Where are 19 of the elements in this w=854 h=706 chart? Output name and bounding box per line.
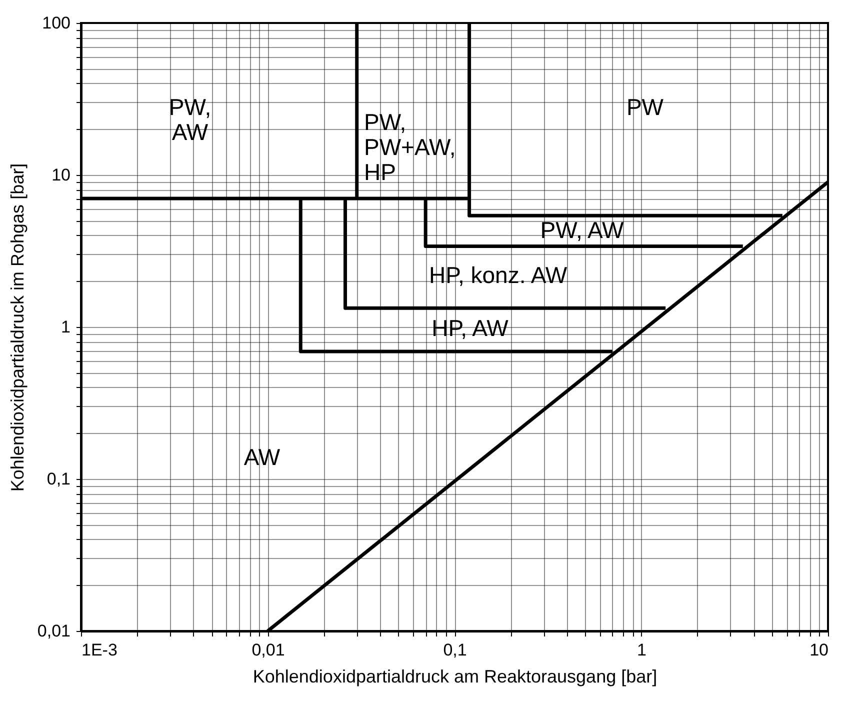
x-tick-label: 1E-3 [82, 640, 118, 660]
y-tick-label: 100 [42, 14, 70, 32]
x-tick-label: 10 [810, 640, 828, 660]
annotation: PW, AW [168, 94, 212, 145]
annotation: HP, konz. AW [428, 262, 568, 288]
y-tick-label: 0,1 [46, 470, 70, 488]
x-axis-title: Kohlendioxidpartialdruck am Reaktorausgang [bar] [252, 666, 658, 686]
x-tick-label: 0,1 [443, 640, 467, 660]
y-axis-title: Kohlendioxidpartialdruck im Rohgas [bar] [7, 163, 28, 492]
annotation: PW, AW [540, 217, 624, 243]
y-tick-label: 1 [61, 318, 70, 336]
x-tick-label: 1 [637, 640, 646, 660]
annotation: AW [244, 444, 280, 470]
y-tick-label: 0,01 [37, 622, 70, 640]
x-tick-label: 0,01 [252, 640, 285, 660]
annotation: PW [626, 94, 664, 120]
annotation: PW, PW+AW, HP [364, 109, 456, 185]
y-tick-label: 10 [52, 166, 70, 184]
annotation: HP, AW [432, 315, 509, 341]
